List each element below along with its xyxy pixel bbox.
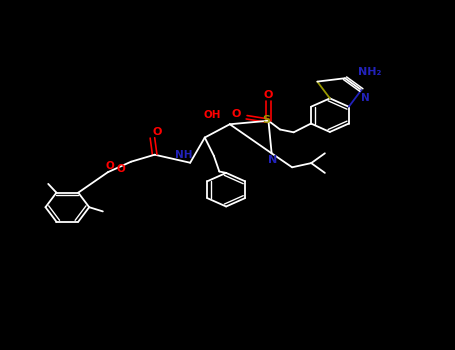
Text: N: N [268, 155, 278, 164]
Text: O: O [106, 161, 115, 171]
Text: NH: NH [175, 150, 192, 160]
Text: OH: OH [204, 111, 221, 120]
Text: O: O [232, 110, 241, 119]
Text: O: O [116, 164, 125, 174]
Text: NH₂: NH₂ [359, 67, 382, 77]
Text: O: O [152, 127, 162, 136]
Text: N: N [361, 93, 369, 103]
Text: O: O [264, 90, 273, 100]
Text: S: S [262, 115, 270, 125]
